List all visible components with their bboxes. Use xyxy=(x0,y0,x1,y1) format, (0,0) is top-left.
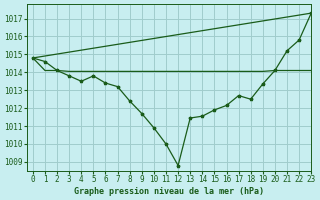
X-axis label: Graphe pression niveau de la mer (hPa): Graphe pression niveau de la mer (hPa) xyxy=(74,187,264,196)
